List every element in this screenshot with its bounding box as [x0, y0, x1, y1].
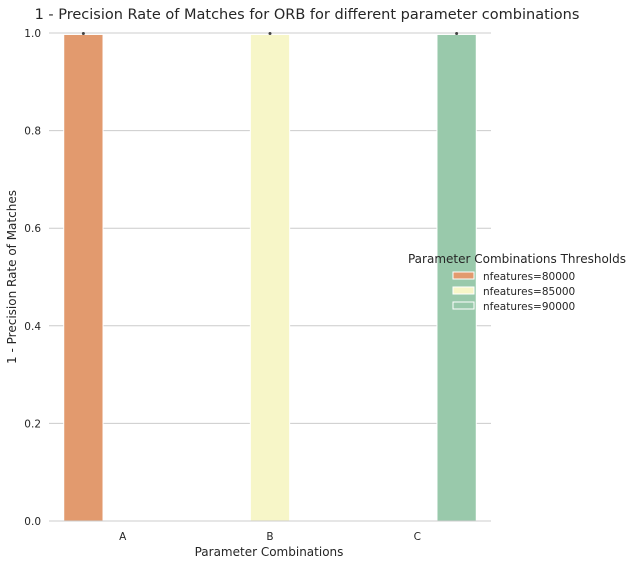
- x-tick-label: C: [414, 531, 421, 543]
- bars: [63, 31, 477, 522]
- y-tick-label: 0.4: [24, 321, 41, 333]
- y-tick-label: 1.0: [24, 28, 41, 40]
- y-tick-label: 0.2: [24, 418, 41, 430]
- y-axis-label: 1 - Precision Rate of Matches: [5, 190, 19, 364]
- x-tick-label: A: [119, 531, 127, 543]
- y-tick-labels: 0.0 0.2 0.4 0.6 0.8 1.0: [24, 28, 41, 528]
- legend-swatch: [452, 271, 475, 280]
- legend: Parameter Combinations Thresholds nfeatu…: [408, 252, 626, 313]
- x-axis-label: Parameter Combinations: [195, 545, 344, 559]
- bar: [249, 33, 291, 522]
- error-bar-cap: [455, 31, 459, 35]
- legend-label: nfeatures=90000: [483, 301, 575, 313]
- error-bar-cap: [81, 31, 85, 35]
- legend-swatch: [452, 301, 475, 310]
- x-tick-label: B: [266, 531, 273, 543]
- x-tick-labels: A B C: [119, 531, 421, 543]
- legend-label: nfeatures=85000: [483, 286, 575, 298]
- legend-swatch: [452, 286, 475, 295]
- error-bar-cap: [268, 31, 272, 35]
- legend-title: Parameter Combinations Thresholds: [408, 252, 626, 266]
- chart-title: 1 - Precision Rate of Matches for ORB fo…: [35, 7, 580, 23]
- legend-label: nfeatures=80000: [483, 271, 575, 283]
- y-tick-label: 0.6: [24, 223, 41, 235]
- legend-items: nfeatures=80000 nfeatures=85000 nfeatures=…: [452, 271, 575, 313]
- bar: [63, 33, 104, 522]
- y-tick-label: 0.8: [24, 126, 41, 138]
- y-tick-label: 0.0: [24, 516, 41, 528]
